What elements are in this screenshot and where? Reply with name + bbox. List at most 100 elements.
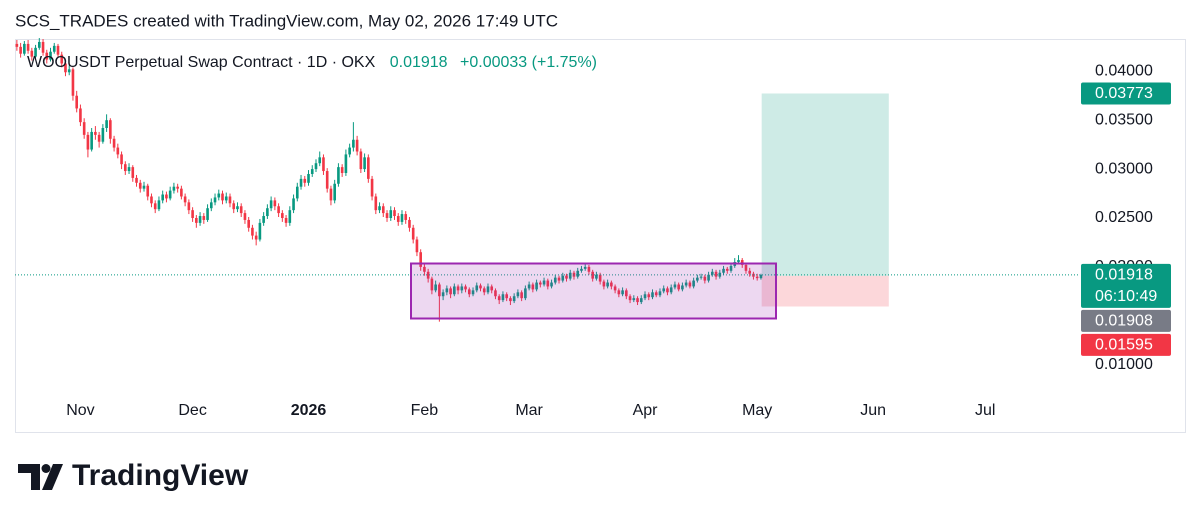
candle-body xyxy=(56,45,60,55)
candle-body xyxy=(464,286,467,290)
candle-body xyxy=(202,216,206,220)
y-tick-label: 0.03500 xyxy=(1095,111,1153,128)
candle-body xyxy=(729,265,733,271)
candle-body xyxy=(482,288,486,293)
candle-body xyxy=(662,288,666,292)
candle-body xyxy=(333,183,336,201)
candle-body xyxy=(636,298,639,303)
candle-body xyxy=(748,270,752,274)
candle-body xyxy=(516,292,520,297)
candle-body xyxy=(359,151,363,170)
candle-body xyxy=(467,289,471,295)
candle-body xyxy=(568,272,572,279)
y-tick-label: 0.01000 xyxy=(1095,356,1153,373)
price-label-text: 0.03773 xyxy=(1095,85,1153,102)
candle-body xyxy=(449,288,452,295)
candle-body xyxy=(206,208,209,220)
legend-change: +0.00033 (+1.75%) xyxy=(460,54,597,71)
price-label-box xyxy=(1081,263,1171,308)
candle-body xyxy=(325,171,329,189)
candle-body xyxy=(580,268,583,271)
candle-body xyxy=(19,46,22,54)
y-tick-label: 0.03000 xyxy=(1095,160,1153,177)
candle-body xyxy=(344,154,348,174)
candle-body xyxy=(79,108,82,123)
candle-body xyxy=(262,216,265,223)
candle-body xyxy=(247,219,250,228)
x-tick-label: May xyxy=(742,402,772,419)
candle-body xyxy=(658,291,662,296)
candle-body xyxy=(441,292,445,297)
candle-body xyxy=(617,290,621,295)
candle-body xyxy=(737,260,740,262)
candle-body xyxy=(725,268,729,271)
candle-body xyxy=(501,294,505,301)
candle-body xyxy=(180,188,183,197)
candle-body xyxy=(310,169,314,174)
candle-body xyxy=(471,290,475,295)
candle-body xyxy=(90,131,93,150)
candle-body xyxy=(116,147,120,155)
candle-body xyxy=(666,288,669,293)
candle-body xyxy=(307,173,310,183)
candle-body xyxy=(367,157,370,179)
candle-body xyxy=(363,157,366,170)
candle-body xyxy=(258,222,262,240)
candle-body xyxy=(30,50,34,57)
candle-body xyxy=(610,282,613,287)
candle-body xyxy=(378,206,381,211)
candle-body xyxy=(479,285,482,289)
candle-body xyxy=(389,210,393,218)
legend: WOOUSDT Perpetual Swap Contract · 1D · O… xyxy=(27,54,597,71)
candle-body xyxy=(131,167,135,178)
candle-body xyxy=(374,196,378,211)
candle-body xyxy=(86,134,90,150)
candle-body xyxy=(669,287,673,293)
candle-body xyxy=(232,203,236,210)
candle-body xyxy=(408,219,411,228)
chart-frame xyxy=(15,39,1186,433)
candle-body xyxy=(628,296,632,301)
candle-body xyxy=(281,213,284,218)
plot xyxy=(15,38,1080,322)
candle-body xyxy=(67,69,71,73)
candle-body xyxy=(740,260,744,265)
candle-body xyxy=(172,186,176,191)
candle-body xyxy=(744,264,748,271)
candle-body xyxy=(295,186,299,199)
range-rectangle xyxy=(410,262,777,320)
countdown: 06:10:49 xyxy=(1095,288,1157,305)
candle-body xyxy=(153,203,157,210)
candle-body xyxy=(127,167,131,172)
candle-body xyxy=(254,235,258,240)
candle-body xyxy=(527,284,531,289)
candle-body xyxy=(613,286,617,291)
candle-body xyxy=(157,200,161,210)
candle-body xyxy=(284,217,288,223)
candle-body xyxy=(497,296,501,301)
price-label: 0.01595 xyxy=(1081,333,1171,356)
candle-body xyxy=(598,274,602,282)
candle-body xyxy=(759,274,763,279)
candle-body xyxy=(677,284,680,290)
candle-body xyxy=(688,282,692,287)
x-tick-label: 2026 xyxy=(291,402,327,419)
candle-body xyxy=(236,206,239,210)
candle-body xyxy=(101,128,105,142)
candle-body xyxy=(531,284,535,290)
candle-body xyxy=(591,271,594,279)
candle-body xyxy=(221,193,224,201)
price-label: 0.01908 xyxy=(1081,309,1171,332)
candle-body xyxy=(400,214,404,222)
price-label-text: 0.01918 xyxy=(1095,267,1153,284)
candle-body xyxy=(453,286,456,295)
candle-body xyxy=(120,154,123,165)
candle-body xyxy=(23,43,26,54)
candle-body xyxy=(26,43,30,51)
x-tick-label: Apr xyxy=(633,402,659,419)
candle-body xyxy=(576,270,580,277)
x-tick-label: Jun xyxy=(860,402,886,419)
price-label-text: 0.01595 xyxy=(1095,337,1153,354)
target-zone xyxy=(761,93,889,276)
candle-body xyxy=(385,213,389,218)
